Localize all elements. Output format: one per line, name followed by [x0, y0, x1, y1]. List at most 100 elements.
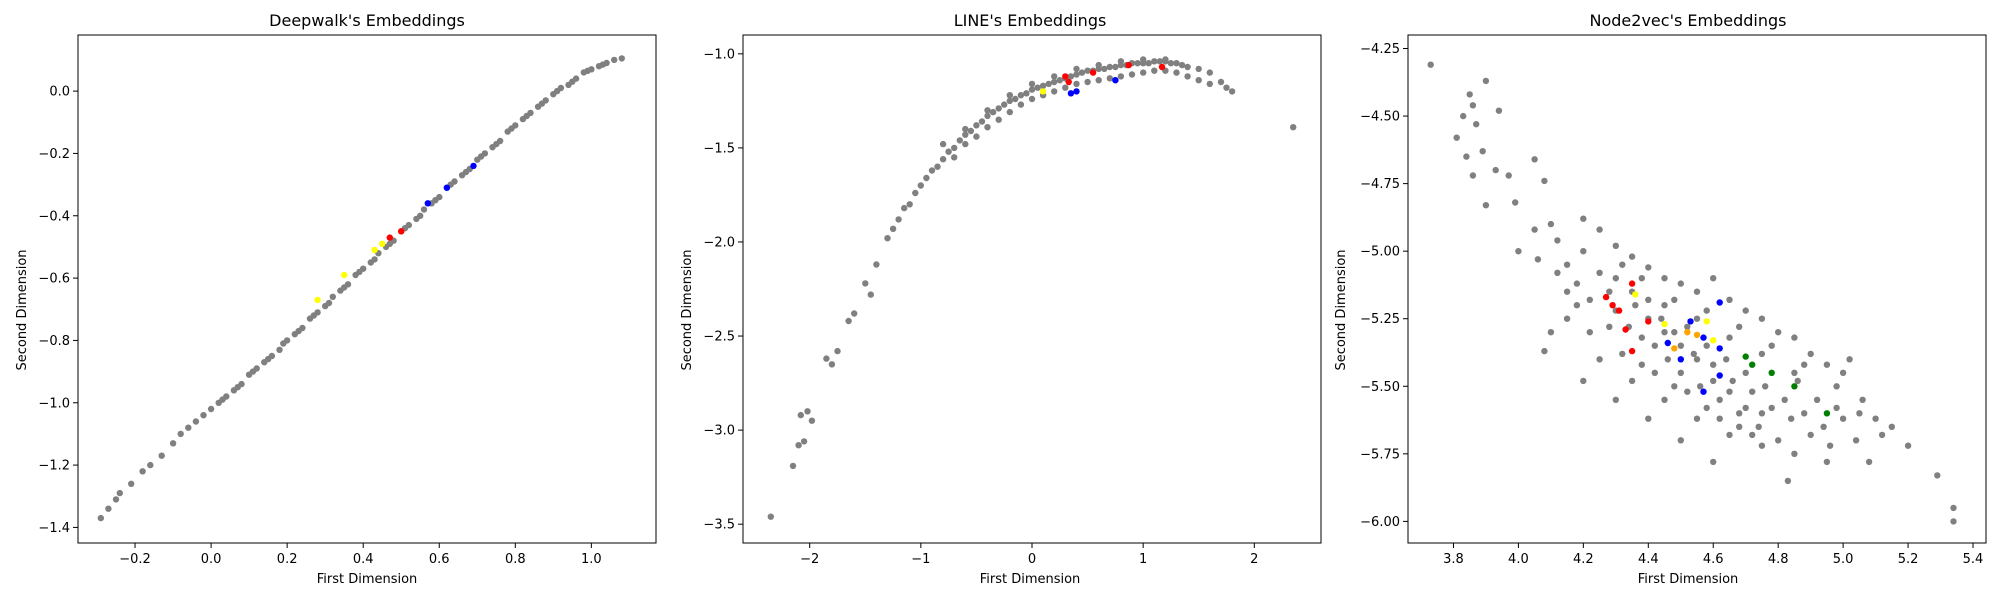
node2vec-point — [1852, 437, 1860, 444]
deepwalk-point — [379, 240, 386, 247]
deepwalk-xlabel: First Dimension — [317, 572, 418, 587]
node2vec-point — [1547, 329, 1555, 336]
node2vec-point — [1710, 458, 1717, 466]
node2vec-point — [1573, 302, 1581, 309]
node2vec-point — [1628, 280, 1636, 287]
node2vec-point — [1788, 415, 1795, 422]
node2vec-point — [1531, 156, 1538, 163]
line-point — [962, 140, 969, 148]
deepwalk-point — [470, 162, 477, 170]
line-point — [1078, 69, 1086, 76]
line-point — [800, 438, 808, 445]
node2vec-point — [1742, 353, 1749, 360]
line-title: LINE's Embeddings — [954, 11, 1107, 30]
node2vec-point — [1658, 315, 1665, 322]
line-point — [823, 355, 830, 362]
node2vec-point — [1684, 329, 1691, 336]
deepwalk-point — [611, 56, 618, 64]
node2vec-point — [1742, 307, 1749, 314]
line-point — [1173, 69, 1180, 76]
node2vec-point — [1742, 369, 1749, 376]
line-point — [1045, 80, 1052, 88]
node2vec-point — [1638, 361, 1646, 368]
node2vec-xtick-label: 4.0 — [1508, 552, 1529, 567]
line-ytick-label: −1.0 — [703, 47, 735, 62]
node2vec-point — [1609, 302, 1616, 309]
node2vec-point — [1638, 334, 1646, 341]
node2vec-point — [1619, 350, 1626, 358]
line-point — [1173, 60, 1180, 67]
node2vec-point — [1606, 323, 1613, 330]
node2vec-point — [1775, 437, 1782, 444]
line-ylabel: Second Dimension — [680, 249, 695, 370]
node2vec-axes-frame — [1407, 34, 1987, 544]
deepwalk-point — [280, 340, 287, 347]
node2vec-point — [1677, 342, 1685, 349]
line-point — [889, 225, 897, 232]
deepwalk-point — [618, 55, 625, 62]
node2vec-point — [1427, 61, 1434, 68]
line-point — [1106, 63, 1114, 71]
node2vec-point — [1846, 356, 1853, 363]
line-point — [795, 442, 802, 449]
deepwalk-point — [276, 346, 283, 353]
node2vec-point — [1677, 356, 1685, 363]
node2vec-point — [1693, 415, 1701, 422]
node2vec-point — [1554, 237, 1561, 244]
node2vec-point — [1865, 458, 1873, 466]
node2vec-point — [1693, 288, 1701, 295]
line-point — [1206, 80, 1214, 88]
node2vec-point — [1950, 518, 1957, 525]
node2vec-point — [1716, 345, 1723, 352]
line-point — [995, 116, 1002, 123]
node2vec-point — [1693, 315, 1701, 322]
node2vec-point — [1638, 275, 1646, 282]
node2vec-point — [1791, 369, 1798, 376]
node2vec-point — [1671, 345, 1678, 352]
node2vec-point — [1628, 253, 1636, 260]
line-point — [834, 347, 841, 355]
line-point — [1084, 67, 1091, 74]
deepwalk-point — [329, 293, 336, 300]
line-point — [851, 310, 858, 317]
deepwalk-point — [295, 327, 302, 335]
deepwalk-ytick-label: −1.0 — [38, 396, 70, 411]
node2vec-point — [1690, 350, 1698, 358]
node2vec-point — [1716, 299, 1723, 306]
node2vec-point — [1469, 172, 1477, 179]
deepwalk-point — [234, 384, 241, 391]
deepwalk-point — [477, 153, 485, 160]
line-point — [1117, 73, 1125, 80]
line-ytick-label: −2.5 — [703, 330, 735, 345]
node2vec-point — [1791, 334, 1798, 341]
line-points — [767, 56, 1297, 520]
line-point — [928, 167, 936, 174]
line-point — [845, 317, 852, 325]
line-point — [1162, 56, 1169, 63]
line-point — [867, 291, 874, 298]
deepwalk-point — [207, 405, 215, 413]
node2vec-points — [1427, 61, 1957, 525]
line-point — [1073, 65, 1080, 73]
line-point — [1062, 73, 1069, 80]
node2vec-point — [1602, 293, 1610, 301]
line-point — [1039, 82, 1047, 90]
node2vec-point — [1628, 377, 1636, 385]
line-point — [995, 105, 1002, 112]
deepwalk-point — [264, 355, 272, 363]
deepwalk-point — [371, 246, 378, 254]
node2vec-point — [1661, 396, 1668, 403]
node2vec-point — [1645, 415, 1652, 422]
node2vec-point — [1615, 307, 1623, 314]
line-point — [1073, 80, 1080, 88]
deepwalk-point — [398, 228, 405, 235]
deepwalk-point — [508, 125, 515, 132]
node2vec-point — [1664, 356, 1672, 363]
node2vec-point — [1534, 256, 1542, 263]
node2vec-point — [1482, 202, 1490, 209]
node2vec-point — [1791, 450, 1798, 457]
line-point — [1028, 95, 1036, 103]
line-point — [789, 462, 797, 470]
node2vec-point — [1781, 396, 1788, 403]
deepwalk-subplot: Deepwalk's Embeddings First Dimension Se… — [15, 11, 657, 587]
